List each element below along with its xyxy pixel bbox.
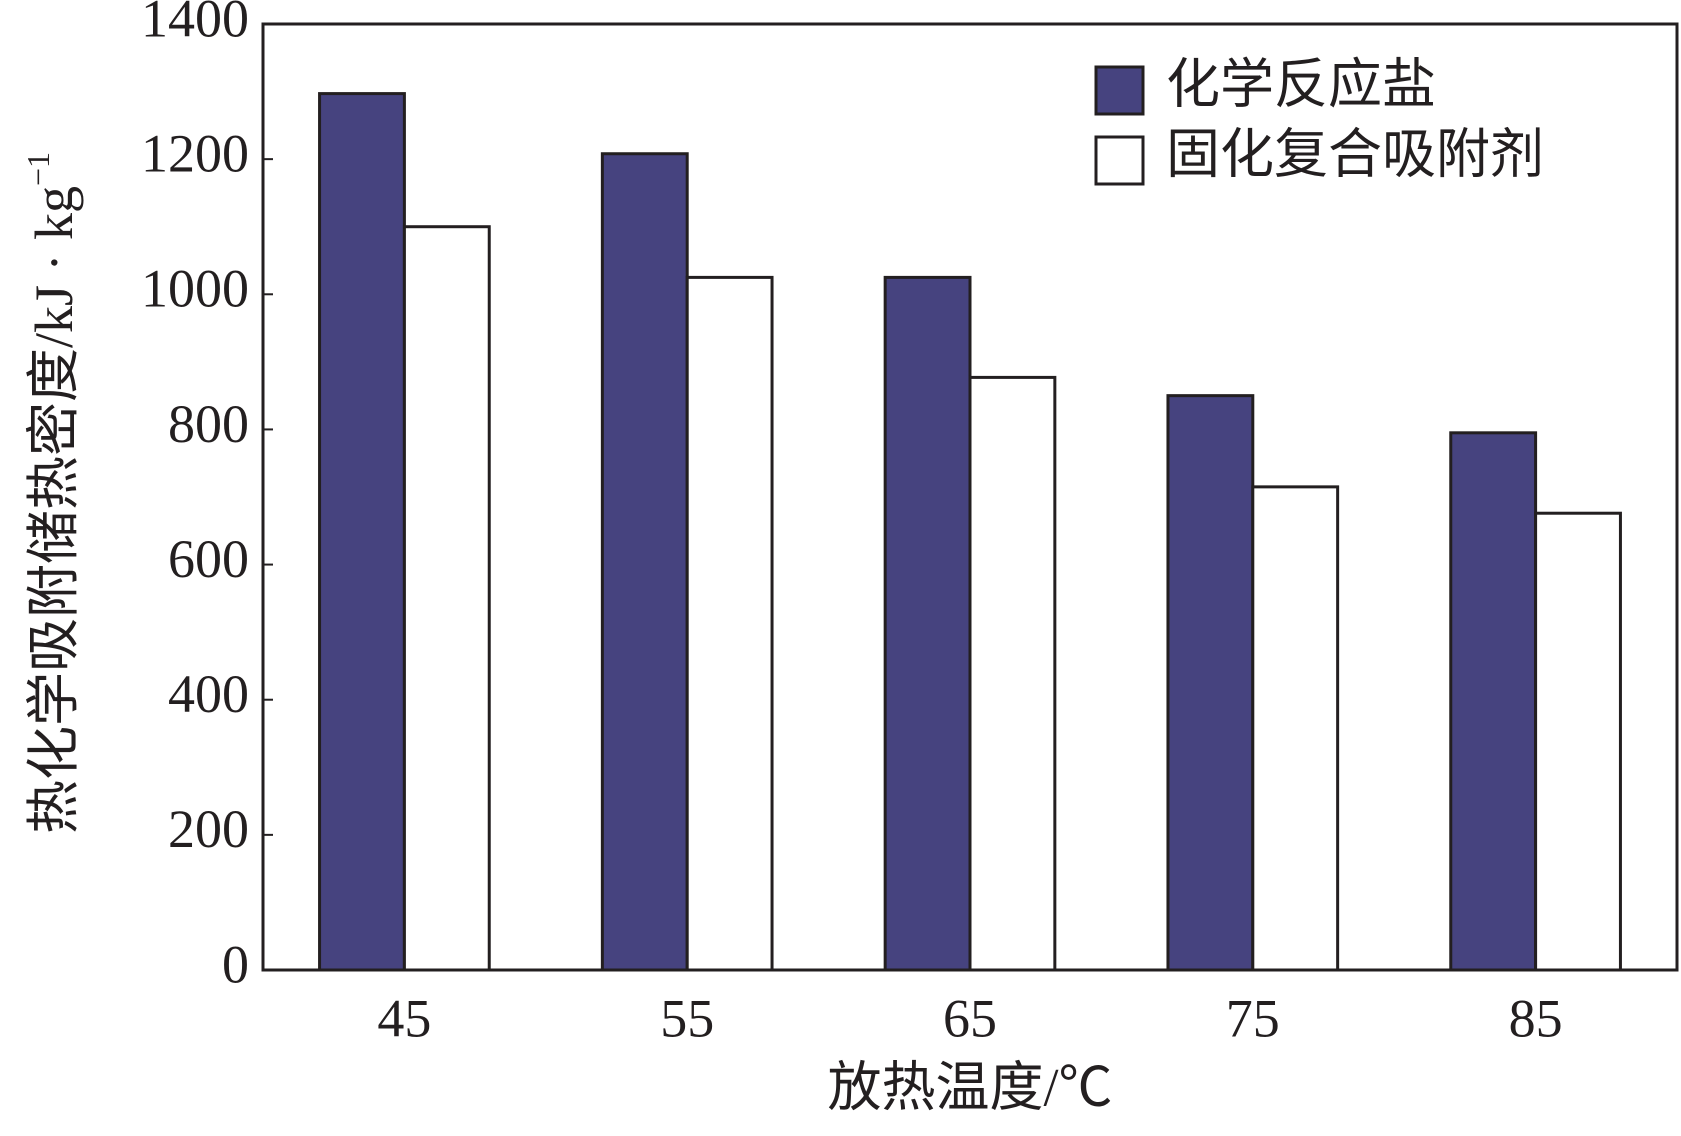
bar	[883, 275, 972, 972]
bar	[1166, 394, 1255, 972]
y-tick-label: 200	[168, 799, 249, 859]
x-tick-label: 65	[943, 988, 997, 1048]
y-tick-label: 1200	[141, 124, 249, 184]
y-tick-label: 1400	[141, 0, 249, 48]
bar	[968, 375, 1057, 972]
bar	[1251, 485, 1340, 972]
x-tick-label: 55	[660, 988, 714, 1048]
y-tick-label: 1000	[141, 259, 249, 319]
y-tick-label: 400	[168, 664, 249, 724]
y-tick-label: 0	[222, 934, 249, 994]
bar	[600, 152, 689, 972]
x-tick-label: 45	[377, 988, 431, 1048]
legend-swatch	[1094, 65, 1145, 116]
bar	[318, 92, 406, 972]
y-axis-label-text: 热化学吸附储热密度/kJ · kg	[24, 186, 84, 834]
x-tick-label: 85	[1509, 988, 1563, 1048]
bar	[1449, 431, 1538, 972]
x-axis-label: 放热温度/℃	[827, 1057, 1112, 1117]
y-tick-label: 600	[168, 529, 249, 589]
plot-frame	[261, 22, 1679, 972]
legend-label: 固化复合吸附剂	[1166, 124, 1544, 184]
legend-swatch	[1094, 135, 1145, 186]
bar	[685, 275, 774, 972]
y-axis-label: 热化学吸附储热密度/kJ · kg−1	[20, 152, 84, 834]
x-tick-label: 75	[1226, 988, 1280, 1048]
bar	[1534, 511, 1622, 972]
y-tick-label: 800	[168, 394, 249, 454]
legend-label: 化学反应盐	[1166, 54, 1436, 114]
y-axis-label-superscript: −1	[20, 152, 56, 186]
bar	[402, 225, 491, 972]
